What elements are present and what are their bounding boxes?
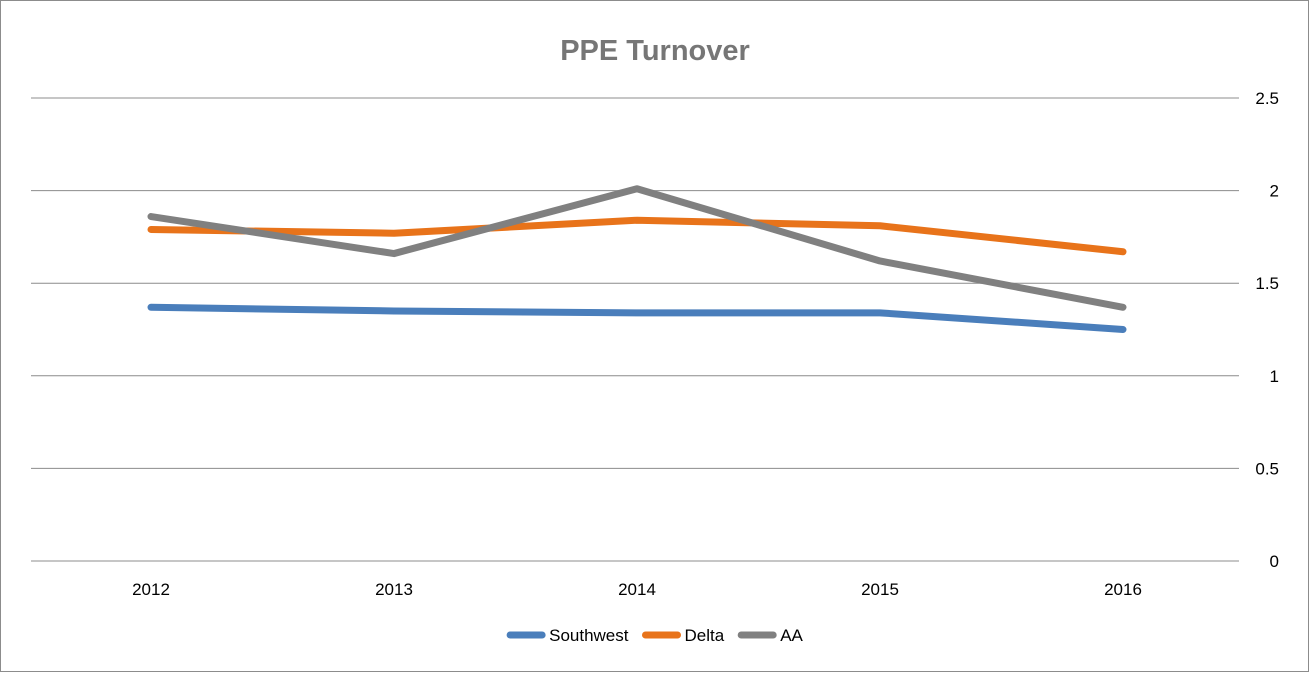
x-axis-ticks: 2012 2013 2014 2015 2016	[132, 580, 1142, 599]
x-tick-label: 2016	[1104, 580, 1142, 599]
y-tick-label: 2	[1270, 182, 1279, 201]
y-axis-ticks: 0 0.5 1 1.5 2 2.5	[1255, 89, 1279, 571]
x-tick-label: 2014	[618, 580, 656, 599]
x-tick-label: 2013	[375, 580, 413, 599]
legend-label-delta: Delta	[685, 626, 725, 645]
y-tick-label: 1.5	[1255, 274, 1279, 293]
series-line-aa	[147, 185, 1127, 311]
y-tick-label: 0	[1270, 552, 1279, 571]
legend-label-aa: AA	[780, 626, 803, 645]
x-tick-label: 2012	[132, 580, 170, 599]
legend: Southwest Delta AA	[506, 626, 804, 645]
y-tick-label: 1	[1270, 367, 1279, 386]
series-line-delta	[147, 216, 1127, 256]
x-tick-label: 2015	[861, 580, 899, 599]
y-tick-label: 0.5	[1255, 459, 1279, 478]
series-lines	[147, 185, 1127, 333]
series-line-southwest	[147, 303, 1127, 333]
legend-label-southwest: Southwest	[549, 626, 629, 645]
y-tick-label: 2.5	[1255, 89, 1279, 108]
chart-title: PPE Turnover	[560, 35, 750, 67]
gridlines	[31, 97, 1239, 562]
